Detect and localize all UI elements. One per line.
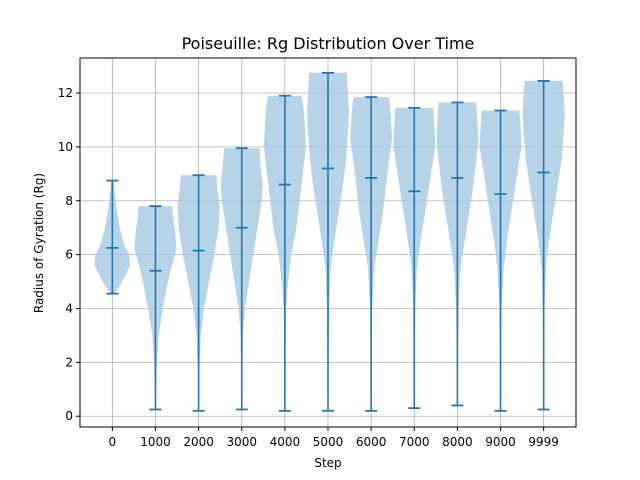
x-tick-label: 4000 [270, 435, 301, 449]
violin-stat-lines [106, 71, 550, 412]
x-tick-label: 3000 [226, 435, 257, 449]
y-tick-label: 8 [65, 194, 73, 208]
y-tick-label: 6 [65, 248, 73, 262]
x-axis-label: Step [314, 456, 341, 470]
axes-frame [76, 57, 577, 431]
y-tick-label: 2 [65, 355, 73, 369]
x-tick-label: 5000 [313, 435, 344, 449]
y-tick-label: 4 [65, 301, 73, 315]
x-tick-label: 1000 [140, 435, 171, 449]
x-tick-label: 9999 [528, 435, 559, 449]
x-tick-label: 6000 [356, 435, 387, 449]
x-tick-label: 0 [109, 435, 117, 449]
tick-labels: 0 2 4 6 8 10 12 0 1000 2000 3000 4000 5000 6000 7000 80… [58, 86, 559, 449]
x-tick-label: 9000 [485, 435, 516, 449]
violin-bodies [94, 72, 565, 411]
y-tick-label: 0 [65, 409, 73, 423]
y-tick-label: 12 [58, 86, 73, 100]
x-tick-label: 8000 [442, 435, 473, 449]
x-tick-label: 2000 [183, 435, 214, 449]
x-tick-label: 7000 [399, 435, 430, 449]
chart-title: Poiseuille: Rg Distribution Over Time [182, 34, 475, 53]
y-axis-label: Radius of Gyration (Rg) [32, 173, 46, 313]
y-tick-label: 10 [58, 140, 73, 154]
